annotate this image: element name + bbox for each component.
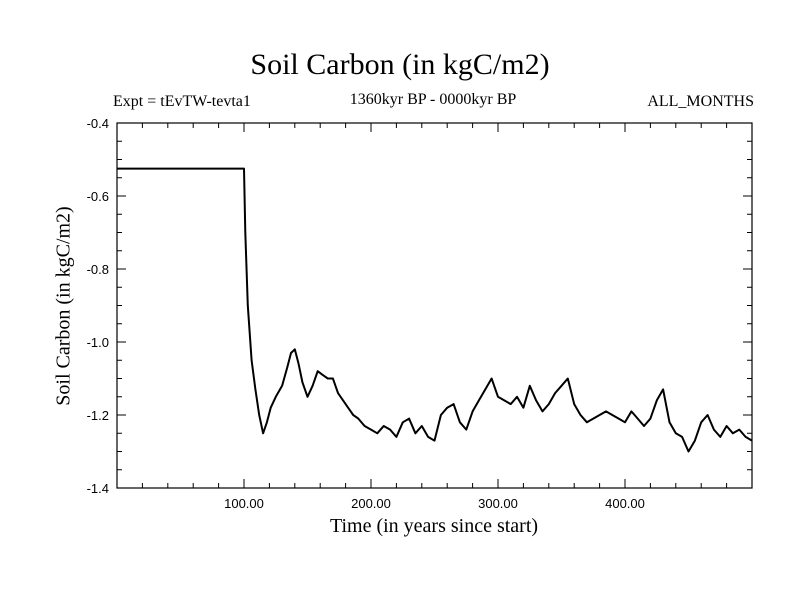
- y-tick-label: -1.2: [87, 408, 109, 423]
- plot-frame: [116, 122, 753, 489]
- x-tick-label: 100.00: [224, 496, 264, 511]
- soil-carbon-line: [117, 167, 753, 453]
- x-tick-label: 300.00: [478, 496, 518, 511]
- axis-tick-labels: 100.00 200.00 300.00 400.00 -0.4 -0.6 -0.8 -1.0…: [87, 116, 645, 511]
- y-tick-label: -1.0: [87, 335, 109, 350]
- period-label: 1360kyr BP - 0000kyr BP: [349, 91, 517, 108]
- y-tick-label: -0.4: [87, 116, 109, 131]
- x-axis-label: Time (in years since start): [329, 515, 539, 537]
- experiment-label: Expt = tEvTW-tevta1: [113, 93, 251, 110]
- y-tick-label: -0.6: [87, 189, 109, 204]
- chart-title: Soil Carbon (in kgC/m2): [250, 48, 550, 81]
- x-tick-label: 400.00: [605, 496, 645, 511]
- x-tick-label: 200.00: [351, 496, 391, 511]
- y-tick-label: -1.4: [87, 481, 109, 496]
- months-label: ALL_MONTHS: [647, 93, 754, 110]
- y-tick-label: -0.8: [87, 262, 109, 277]
- axis-ticks: [117, 122, 752, 489]
